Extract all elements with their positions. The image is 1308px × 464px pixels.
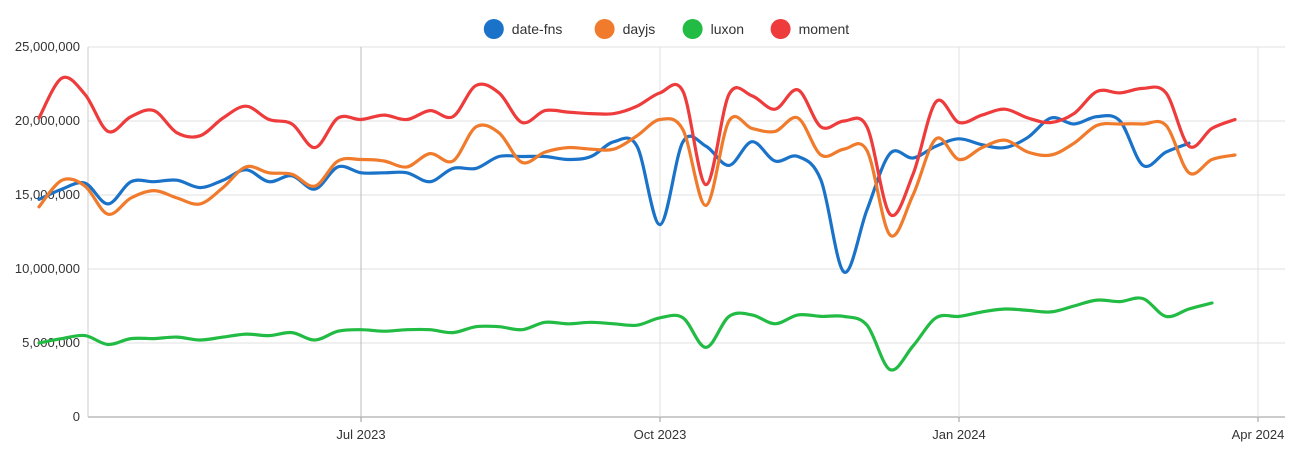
legend-label: moment xyxy=(799,21,850,37)
legend-swatch xyxy=(483,19,504,39)
x-tick-label: Jul 2023 xyxy=(336,427,385,442)
legend[interactable]: date-fns dayjs luxon moment xyxy=(483,19,850,39)
y-tick-label: 10,000,000 xyxy=(15,261,80,276)
legend-label: luxon xyxy=(711,21,744,37)
legend-swatch xyxy=(770,19,791,39)
y-tick-label: 25,000,000 xyxy=(15,39,80,54)
y-tick-label: 0 xyxy=(73,409,80,424)
legend-swatch xyxy=(682,19,703,39)
legend-label: dayjs xyxy=(623,21,656,37)
legend-item-date-fns[interactable]: date-fns xyxy=(483,19,563,39)
legend-item-dayjs[interactable]: dayjs xyxy=(594,19,656,39)
legend-swatch xyxy=(594,19,615,39)
legend-item-luxon[interactable]: luxon xyxy=(682,19,744,39)
legend-item-moment[interactable]: moment xyxy=(770,19,850,39)
x-tick-label: Jan 2024 xyxy=(932,427,986,442)
series-line-moment[interactable] xyxy=(37,75,1237,218)
x-tick-label: Oct 2023 xyxy=(634,427,687,442)
legend-label: date-fns xyxy=(512,21,563,37)
y-tick-label: 20,000,000 xyxy=(15,113,80,128)
series-line-luxon[interactable] xyxy=(37,296,1214,372)
series-lines xyxy=(37,75,1237,372)
x-tick-label: Apr 2024 xyxy=(1232,427,1285,442)
series-line-date-fns[interactable] xyxy=(37,113,1191,274)
series-line-dayjs[interactable] xyxy=(37,114,1237,238)
